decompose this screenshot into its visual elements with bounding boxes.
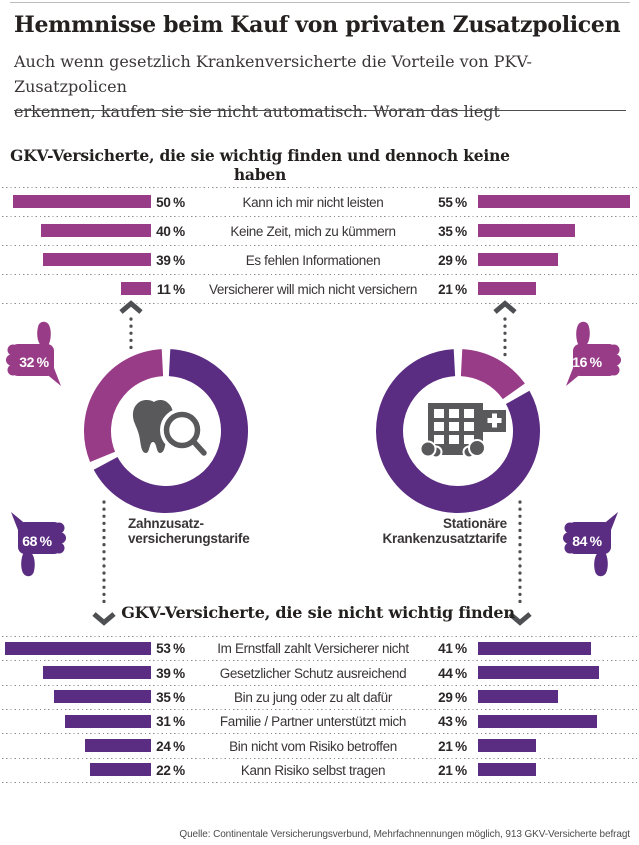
thumbs-down-icon xyxy=(563,512,618,577)
thumbs-up-value-hospital: 16 % xyxy=(572,354,602,370)
arrow-up-right-icon xyxy=(493,300,517,359)
donut-label-hospital: Stationäre Krankenzusatztarife xyxy=(382,516,508,546)
bar-right-value: 43 % xyxy=(438,714,467,730)
bar-left xyxy=(90,763,151,777)
thumbs-up-icon xyxy=(6,321,61,386)
row-separator xyxy=(2,274,637,276)
thumbs-down-value-hospital: 84 % xyxy=(572,533,602,549)
bar-left-value: 39 % xyxy=(156,665,185,681)
arrow-down-left-icon xyxy=(92,500,116,626)
donut-segment-thumbs-down xyxy=(93,349,248,513)
bar-category-label: Bin nicht vom Risiko betroffen xyxy=(229,738,397,754)
row-separator xyxy=(2,245,637,247)
bar-left xyxy=(54,690,151,704)
bar-left-value: 40 % xyxy=(156,223,185,239)
bar-left xyxy=(40,224,151,237)
bar-left xyxy=(4,641,151,655)
arrow-down-right-icon xyxy=(508,500,532,626)
bar-right xyxy=(478,282,536,295)
bar-category-label: Gesetzlicher Schutz ausreichend xyxy=(219,665,407,681)
bar-left-value: 35 % xyxy=(156,689,185,705)
bar-right xyxy=(478,666,600,679)
donut-segment-thumbs-up xyxy=(84,349,164,462)
bar-left-value: 22 % xyxy=(156,762,185,778)
bar-category-label: Versicherer will mich nicht versichern xyxy=(208,281,418,297)
donut-label-dental: Zahnzusatz-versicherungstarife xyxy=(128,516,250,546)
bar-right xyxy=(478,641,592,655)
bar-right xyxy=(478,690,558,704)
thumbs-down-icon xyxy=(11,512,66,577)
bar-right-value: 21 % xyxy=(438,281,467,297)
bar-right-value: 21 % xyxy=(438,738,467,754)
section-title-important: GKV-Versicherte, die sie wichtig finden … xyxy=(10,146,510,184)
bar-left xyxy=(43,253,151,266)
donut-segment-thumbs-up xyxy=(460,349,525,400)
thumbs-up-value-dental: 32 % xyxy=(19,354,49,370)
bar-right-value: 44 % xyxy=(438,665,467,681)
bar-right-value: 21 % xyxy=(438,762,467,778)
arrow-up-left-icon xyxy=(119,300,143,353)
bar-right-value: 29 % xyxy=(438,689,467,705)
bar-category-label: Im Ernstfall zahlt Versicherer nicht xyxy=(217,641,409,657)
bar-right xyxy=(478,224,575,237)
row-separator xyxy=(2,782,637,784)
bar-right-value: 41 % xyxy=(438,641,467,657)
row-separator xyxy=(2,709,637,711)
top-hairline xyxy=(10,2,630,3)
bar-left-value: 50 % xyxy=(156,194,185,210)
page-subtitle-line2: erkennen, kaufen sie sie nicht automatis… xyxy=(14,102,500,121)
bar-category-label: Kann ich mir nicht leisten xyxy=(242,194,384,210)
bar-category-label: Familie / Partner unterstützt mich xyxy=(219,714,407,730)
bar-left-value: 24 % xyxy=(156,738,185,754)
bar-left xyxy=(43,666,151,679)
page-title: Hemmnisse beim Kauf von privaten Zusatzp… xyxy=(14,12,621,38)
donut-chart-dental xyxy=(84,349,248,513)
row-separator xyxy=(2,758,637,760)
row-separator xyxy=(2,303,637,305)
row-separator xyxy=(2,216,637,218)
page-subtitle-line1: Auch wenn gesetzlich Krankenversicherte … xyxy=(14,52,532,96)
page-subtitle: Auch wenn gesetzlich Krankenversicherte … xyxy=(14,49,639,124)
header-divider xyxy=(14,110,626,111)
hospital-icon xyxy=(419,403,506,459)
row-separator xyxy=(2,636,637,638)
bar-left-value: 31 % xyxy=(156,714,185,730)
bar-category-label: Es fehlen Informationen xyxy=(245,252,381,268)
bar-left-value: 11 % xyxy=(156,281,185,297)
row-separator xyxy=(2,685,637,687)
bar-right xyxy=(478,714,597,728)
tooth-magnifier-icon xyxy=(132,399,209,458)
source-note: Quelle: Continentale Versicherungsverbun… xyxy=(179,829,630,840)
bar-right xyxy=(478,195,630,208)
thumbs-up-icon xyxy=(566,321,621,386)
bar-category-label: Kann Risiko selbst tragen xyxy=(240,762,386,778)
row-separator xyxy=(2,733,637,735)
bar-right-value: 55 % xyxy=(438,194,467,210)
bar-right-value: 35 % xyxy=(438,223,467,239)
row-separator xyxy=(2,187,637,189)
bar-left-value: 53 % xyxy=(156,641,185,657)
donut-segment-thumbs-down xyxy=(376,349,540,513)
bar-left xyxy=(84,739,151,753)
bar-right xyxy=(478,763,536,777)
donut-chart-hospital xyxy=(376,349,540,513)
bar-right-value: 29 % xyxy=(438,252,467,268)
bar-left-value: 39 % xyxy=(156,252,185,268)
row-separator xyxy=(2,660,637,662)
bar-right xyxy=(478,253,558,266)
bar-left xyxy=(120,282,151,295)
bar-left xyxy=(65,714,151,728)
bar-right xyxy=(478,739,536,753)
bar-left xyxy=(13,195,151,208)
bar-category-label: Bin zu jung oder zu alt dafür xyxy=(234,689,392,705)
section-title-not-important: GKV-Versicherte, die sie nicht wichtig f… xyxy=(121,603,515,622)
thumbs-down-value-dental: 68 % xyxy=(22,533,52,549)
bar-category-label: Keine Zeit, mich zu kümmern xyxy=(230,223,396,239)
